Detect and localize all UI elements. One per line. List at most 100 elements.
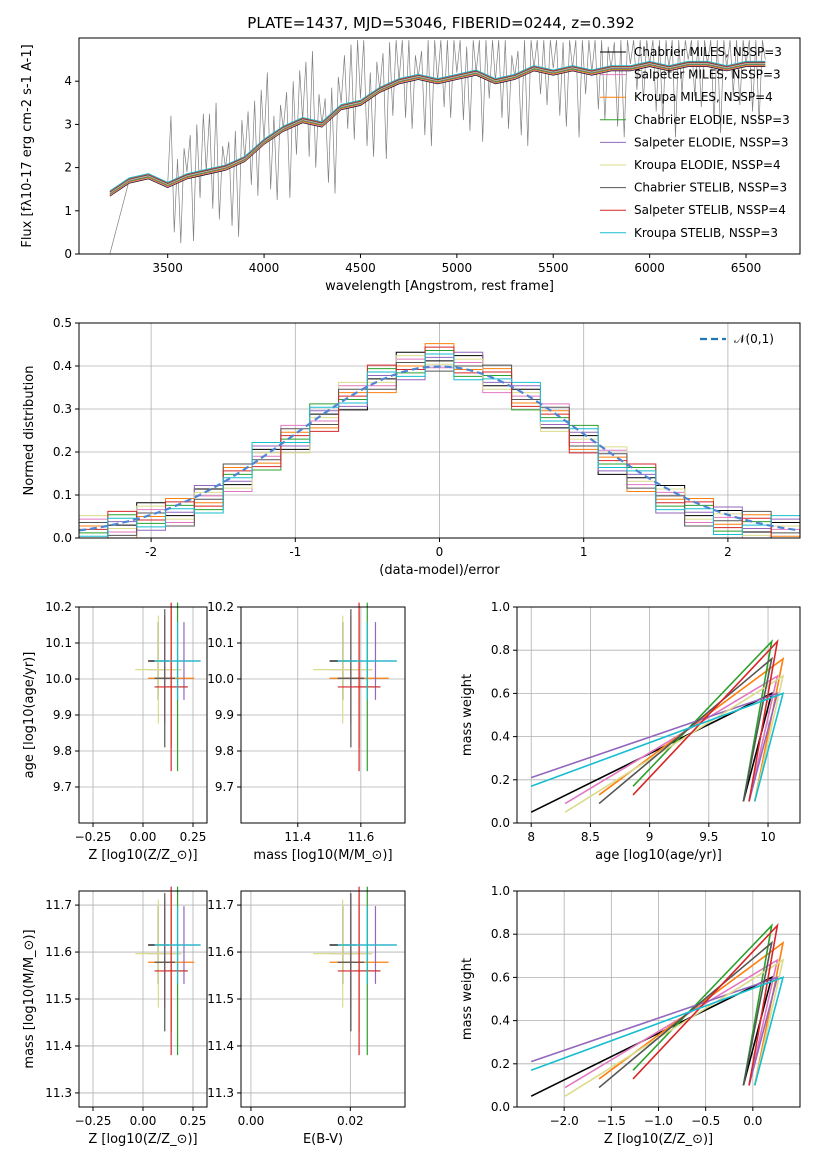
y-axis-label: mass weight	[460, 958, 475, 1040]
x-tick-label: −0.25	[75, 1114, 112, 1128]
x-axis-label: E(B-V)	[303, 1132, 343, 1147]
x-axis-label: wavelength [Angstrom, rest frame]	[325, 279, 554, 294]
x-tick-label: 5000	[442, 261, 473, 275]
legend-label: Salpeter ELODIE, NSSP=3	[634, 135, 789, 149]
y-tick-label: 11.6	[207, 945, 234, 959]
mass-weight-line	[598, 656, 785, 802]
mass-weight-line	[530, 976, 779, 1086]
x-tick-label: −1.0	[644, 1114, 673, 1128]
y-tick-label: 1	[64, 204, 72, 218]
x-axis-label: Z [log10(Z/Z_⊙)]	[88, 1132, 197, 1147]
y-tick-label: 9.9	[53, 708, 72, 722]
mass-weight-line	[598, 940, 785, 1086]
y-tick-label: 11.4	[45, 1039, 72, 1053]
chart-mass-vs-ebv: 0.00 0.02 11.3 11.4 11.5 11.6 11.7 E(B-V)	[207, 886, 406, 1147]
x-tick-label: 9.5	[699, 830, 718, 844]
histogram-line	[78, 353, 800, 538]
y-axis-label: mass weight	[460, 674, 475, 756]
x-tick-label: -2	[145, 545, 157, 559]
legend-label: Chabrier STELIB, NSSP=3	[634, 181, 787, 195]
gaussian-curve	[78, 365, 801, 532]
y-tick-label: 0.2	[491, 773, 510, 787]
legend-label: Salpeter STELIB, NSSP=4	[634, 203, 786, 217]
chart-mass-vs-z: −0.25 0.00 0.25 11.3 11.4 11.5 11.6 11.7 Z [log1…	[22, 886, 208, 1147]
y-axis-label: Normed distribution	[22, 366, 37, 496]
legend-label: Chabrier MILES, NSSP=3	[634, 45, 782, 59]
x-tick-label: 0.00	[130, 830, 157, 844]
x-tick-label: −2.0	[550, 1114, 579, 1128]
model-spectrum-line	[109, 64, 766, 196]
y-tick-label: 11.7	[45, 898, 72, 912]
legend-label: Kroupa MILES, NSSP=4	[634, 90, 773, 104]
mass-weight-line	[598, 940, 773, 1089]
mass-weight-line	[530, 692, 779, 802]
x-tick-label: 8.5	[581, 830, 600, 844]
y-axis-label: age [log10(age/yr)]	[22, 652, 37, 779]
mass-weight-line	[632, 923, 773, 1086]
mass-weight-line	[632, 639, 779, 802]
y-tick-label: 10.1	[207, 636, 234, 650]
chart-mass-weight-vs-age: 8 8.5 9 9.5 10 0.0 0.2 0.4 0.6 0.8 1.0 age [log10(a…	[460, 600, 801, 863]
mass-weight-line	[632, 923, 779, 1086]
y-tick-label: 9.7	[215, 780, 234, 794]
x-axis-label: mass [log10(M/M_⊙)]	[253, 848, 392, 863]
y-tick-label: 11.4	[207, 1039, 234, 1053]
model-spectrum-line	[109, 63, 766, 194]
mass-weight-line	[530, 975, 773, 1097]
y-tick-label: 0.0	[53, 531, 72, 545]
y-tick-label: 10.2	[45, 600, 72, 614]
y-tick-label: 10.1	[45, 636, 72, 650]
y-tick-label: 10.0	[45, 672, 72, 686]
histogram-line	[78, 362, 800, 538]
y-tick-label: 0.6	[491, 686, 510, 700]
x-tick-label: 0.02	[337, 1114, 364, 1128]
mass-weight-line	[530, 692, 785, 802]
y-tick-label: 9.8	[215, 744, 234, 758]
y-tick-label: 0.8	[491, 927, 510, 941]
histogram-line	[78, 346, 800, 539]
chart-residuals: -2 -1 0 1 2 0.0 0.1 0.2 0.3 0.4 0.5 (data-model)/er…	[22, 316, 801, 578]
y-tick-label: 11.3	[207, 1086, 234, 1100]
x-axis-label: age [log10(age/yr)]	[595, 848, 722, 863]
x-axis-label: Z [log10(Z/Z_⊙)]	[604, 1132, 713, 1147]
y-tick-label: 0.8	[491, 643, 510, 657]
x-tick-label: 2	[724, 545, 732, 559]
model-spectrum-line	[109, 65, 766, 196]
y-tick-label: 10.2	[207, 600, 234, 614]
legend-label: Chabrier ELODIE, NSSP=3	[634, 113, 790, 127]
model-spectrum-line	[109, 62, 766, 194]
y-tick-label: 10.0	[207, 672, 234, 686]
chart-spectrum: 3500 4000 4500 5000 5500 6000 6500 0 1 2 3 4 wavelen…	[20, 37, 801, 294]
mass-weight-line	[530, 691, 773, 813]
x-tick-label: 6000	[634, 261, 665, 275]
chart-mass-weight-vs-z: −2.0 −1.5 −1.0 −0.5 0.0 0.0 0.2 0.4 0.6 0.8 1.0 Z […	[460, 884, 801, 1147]
x-tick-label: 11.4	[284, 830, 311, 844]
x-tick-label: 8	[527, 830, 535, 844]
x-tick-label: 0.25	[180, 1114, 207, 1128]
mass-weight-line	[564, 674, 779, 805]
y-tick-label: 11.5	[45, 992, 72, 1006]
y-tick-label: 9.8	[53, 744, 72, 758]
y-tick-label: 0	[64, 247, 72, 261]
model-spectrum-line	[109, 62, 766, 193]
legend-label: Kroupa ELODIE, NSSP=4	[634, 158, 781, 172]
y-tick-label: 0.2	[53, 445, 72, 459]
x-tick-label: 0.00	[130, 1114, 157, 1128]
y-axis-label: mass [log10(M/M_⊙)]	[22, 929, 37, 1068]
y-tick-label: 1.0	[491, 884, 510, 898]
x-tick-label: 3500	[152, 261, 183, 275]
y-axis-label: Flux [fλ10-17 erg cm-2 s-1 A-1]	[20, 44, 35, 247]
chart-age-vs-z: −0.25 0.00 0.25 9.7 9.8 9.9 10.0 10.1 10.2 Z [log…	[22, 600, 208, 863]
y-tick-label: 0.6	[491, 970, 510, 984]
x-tick-label: -1	[289, 545, 301, 559]
x-tick-label: 4000	[249, 261, 280, 275]
mass-weight-line	[564, 958, 785, 1097]
x-tick-label: 0.0	[743, 1114, 762, 1128]
y-tick-label: 0.4	[491, 1014, 510, 1028]
model-spectrum-line	[109, 60, 766, 192]
y-tick-label: 0.4	[491, 730, 510, 744]
x-tick-label: 6500	[731, 261, 762, 275]
chart-age-vs-mass: 11.4 11.6 9.7 9.8 9.9 10.0 10.1 10.2 mass [log10…	[207, 600, 406, 863]
x-tick-label: 5500	[538, 261, 569, 275]
